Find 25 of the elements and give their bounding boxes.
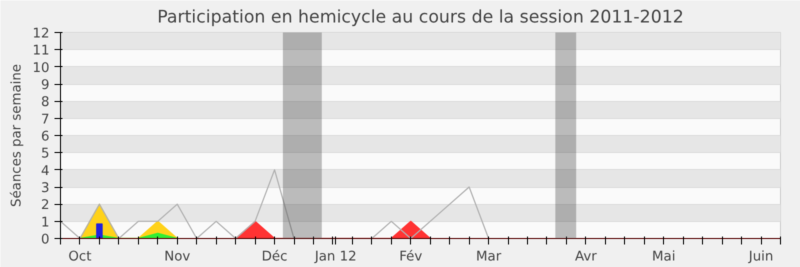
- y-tick-label: 7: [41, 112, 50, 128]
- x-tick-label: Mai: [652, 250, 676, 264]
- y-tick-label: 9: [41, 78, 50, 93]
- x-tick-label: Oct: [68, 250, 92, 264]
- y-tick-label: 12: [32, 26, 50, 42]
- y-tick-label: 0: [41, 232, 50, 248]
- x-tick-label: Fév: [399, 250, 422, 264]
- x-tick-label: Juin: [748, 250, 774, 264]
- y-tick-label: 11: [32, 44, 50, 59]
- y-tick-label: 10: [32, 60, 50, 76]
- y-tick-label: 1: [41, 215, 50, 230]
- x-tick-label: Mar: [476, 250, 502, 264]
- x-tick-label: Déc: [262, 250, 288, 264]
- y-tick-label: 8: [41, 95, 50, 110]
- y-tick-label: 5: [41, 146, 50, 162]
- x-tick-label: Nov: [164, 250, 190, 264]
- y-tick-label: 3: [41, 181, 50, 196]
- x-tick-label: Jan 12: [314, 250, 357, 264]
- chart-title: Participation en hemicycle au cours de la session 2011-2012: [157, 8, 684, 28]
- y-tick-label: 4: [41, 164, 50, 179]
- line-series: [60, 169, 490, 238]
- y-tick-label: 2: [41, 198, 50, 214]
- y-tick-label: 6: [41, 130, 50, 144]
- x-tick-label: Avr: [575, 250, 598, 264]
- y-axis-title: Séances par semaine: [10, 64, 25, 207]
